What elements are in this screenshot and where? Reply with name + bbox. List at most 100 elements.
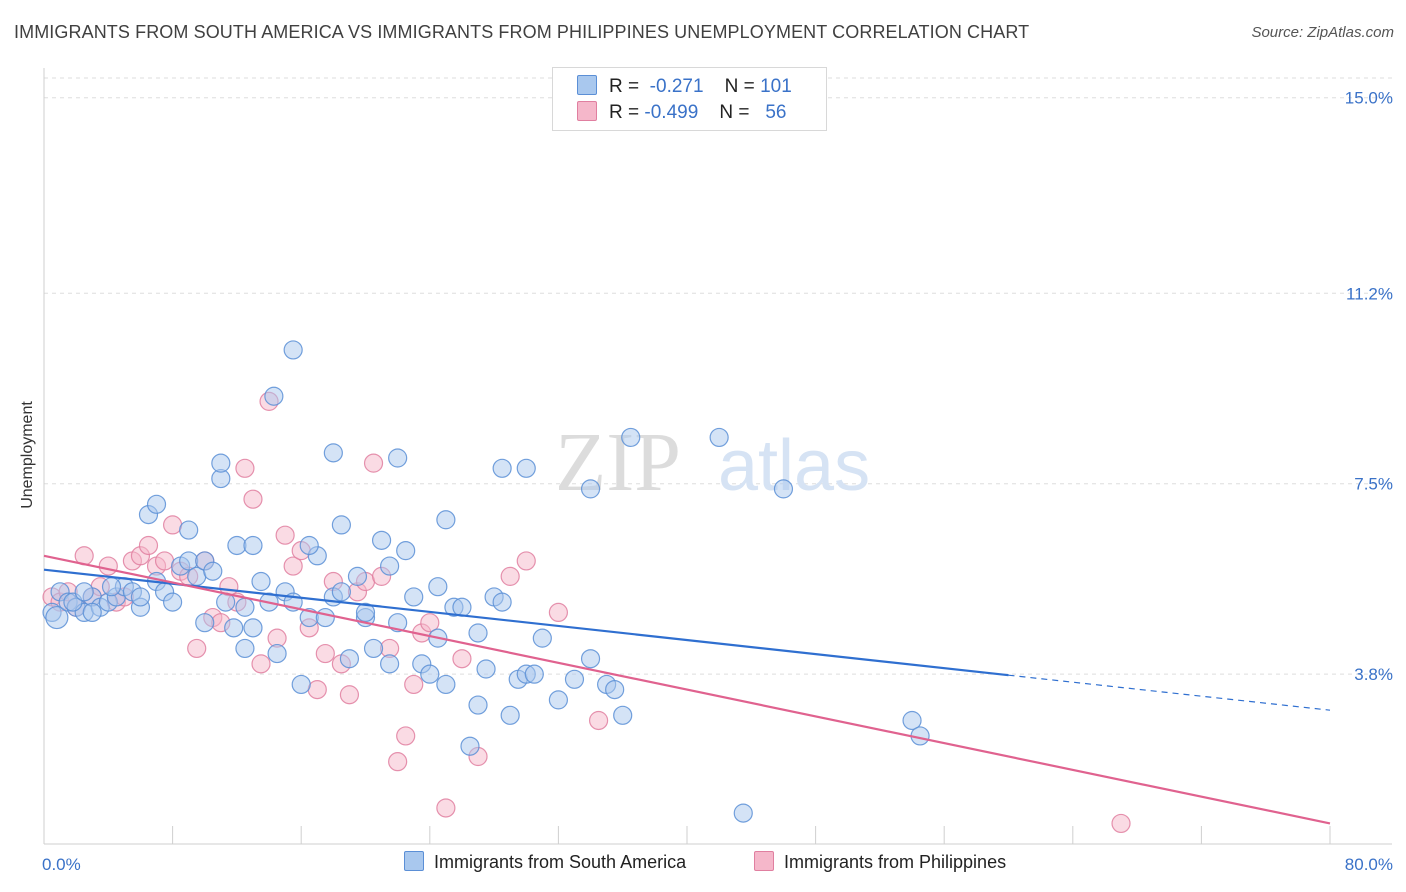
- watermark-atlas: atlas: [718, 426, 870, 506]
- data-point-blue: [371, 530, 392, 550]
- bottom-legend-label: Immigrants from South America: [434, 852, 687, 872]
- data-point-pink: [315, 643, 335, 664]
- data-point-blue: [74, 582, 94, 602]
- data-point-blue: [733, 803, 753, 823]
- data-point-pink: [251, 654, 271, 674]
- data-point-blue: [331, 582, 351, 602]
- data-point-blue: [101, 577, 122, 597]
- legend-r-value: -0.271: [649, 76, 704, 97]
- data-point-blue: [436, 510, 456, 530]
- data-point-pink: [436, 798, 456, 818]
- data-point-pink: [307, 679, 327, 700]
- legend-n-value: 56: [765, 102, 787, 123]
- data-point-blue: [283, 340, 303, 360]
- legend-r-value: -0.499: [644, 102, 699, 123]
- data-point-blue: [323, 443, 343, 463]
- data-point-blue: [516, 458, 536, 478]
- data-point-blue: [388, 448, 408, 468]
- data-point-blue: [235, 597, 255, 617]
- data-point-blue: [580, 649, 601, 669]
- data-point-blue: [363, 638, 384, 659]
- data-point-blue: [532, 628, 552, 648]
- data-point-pink: [275, 525, 295, 545]
- data-point-pink: [138, 535, 159, 556]
- data-point-pink: [243, 489, 263, 509]
- data-point-blue: [902, 710, 922, 731]
- watermark-zip: ZIP: [555, 416, 681, 509]
- data-point-blue: [130, 587, 151, 607]
- data-point-blue: [267, 643, 287, 664]
- legend-swatch-pink: [577, 101, 597, 121]
- data-point-blue: [224, 618, 244, 638]
- data-point-pink: [452, 649, 472, 669]
- data-point-pink: [363, 453, 384, 473]
- bottom-legend-swatch-blue: [404, 851, 424, 871]
- y-axis-label: Unemployment: [19, 401, 36, 509]
- x-tick-label: 80.0%: [1345, 855, 1393, 874]
- data-point-pink: [163, 515, 183, 535]
- data-point-blue: [460, 736, 480, 756]
- data-point-blue: [211, 453, 231, 473]
- data-point-blue: [355, 602, 376, 623]
- data-point-blue: [146, 494, 167, 514]
- data-point-blue: [548, 690, 569, 710]
- data-point-pink: [339, 685, 360, 705]
- data-point-blue: [621, 427, 641, 448]
- y-tick-label: 11.2%: [1346, 284, 1393, 303]
- data-point-pink: [154, 551, 175, 571]
- data-point-blue: [492, 458, 512, 478]
- legend-swatch-blue: [577, 75, 597, 95]
- data-point-blue: [524, 664, 544, 684]
- data-point-blue: [605, 679, 625, 700]
- legend-n-label: N =: [724, 76, 755, 97]
- bottom-legend-south-america: Immigrants from South America: [404, 851, 686, 873]
- data-point-blue: [476, 659, 496, 679]
- legend-row-south-america: R = -0.271 N = 101: [577, 75, 792, 101]
- data-point-pink: [404, 674, 424, 695]
- data-point-blue: [380, 654, 400, 674]
- data-point-blue: [580, 479, 601, 499]
- axes: [43, 68, 1392, 845]
- data-point-pink: [396, 726, 416, 746]
- data-point-blue: [299, 535, 319, 556]
- data-point-pink: [98, 556, 118, 576]
- data-point-blue: [251, 571, 271, 592]
- legend-n-label: N =: [719, 102, 750, 123]
- source-label: Source: ZipAtlas.com: [1251, 24, 1394, 41]
- data-point-blue: [227, 535, 247, 556]
- data-point-blue: [468, 695, 488, 715]
- data-point-blue: [404, 587, 424, 607]
- data-point-blue: [82, 602, 102, 623]
- data-point-blue: [179, 520, 199, 540]
- data-point-blue: [773, 479, 794, 499]
- data-point-blue: [315, 607, 335, 628]
- data-point-blue: [347, 566, 368, 586]
- data-point-blue: [203, 561, 223, 581]
- data-point-blue: [243, 618, 263, 638]
- y-tick-label: 7.5%: [1354, 475, 1393, 494]
- trend-lines: [43, 554, 1331, 825]
- data-point-blue: [452, 597, 472, 617]
- data-point-blue: [243, 535, 263, 556]
- data-point-blue: [235, 638, 255, 659]
- data-point-blue: [468, 623, 488, 643]
- data-point-blue: [331, 515, 351, 535]
- data-point-blue: [163, 592, 183, 612]
- data-point-pink: [235, 458, 255, 478]
- data-point-pink: [516, 551, 536, 571]
- chart-title: IMMIGRANTS FROM SOUTH AMERICA VS IMMIGRA…: [14, 22, 1030, 42]
- bottom-legend-swatch-pink: [754, 851, 774, 871]
- data-point-blue: [380, 556, 400, 576]
- trend-line-south-america-extension: [1008, 674, 1331, 711]
- data-point-pink: [1111, 813, 1131, 834]
- data-point-blue: [613, 705, 633, 725]
- data-point-pink: [283, 556, 303, 576]
- legend-n-value: 101: [760, 76, 792, 97]
- data-point-pink: [420, 613, 440, 633]
- data-point-pink: [588, 710, 609, 731]
- y-tick-label: 15.0%: [1345, 89, 1393, 108]
- data-point-blue: [396, 541, 416, 561]
- data-point-blue: [709, 427, 729, 448]
- bottom-legend-label: Immigrants from Philippines: [784, 852, 1007, 872]
